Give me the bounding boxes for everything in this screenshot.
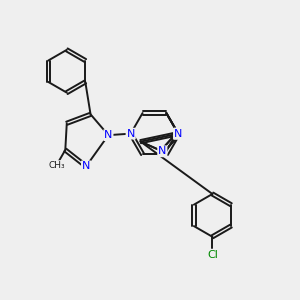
Text: N: N — [127, 129, 135, 139]
Text: N: N — [174, 129, 182, 139]
Text: Cl: Cl — [207, 250, 218, 260]
Text: N: N — [158, 146, 166, 156]
Text: N: N — [104, 130, 112, 140]
Text: N: N — [174, 129, 182, 139]
Text: CH₃: CH₃ — [48, 161, 65, 170]
Text: N: N — [82, 161, 90, 171]
